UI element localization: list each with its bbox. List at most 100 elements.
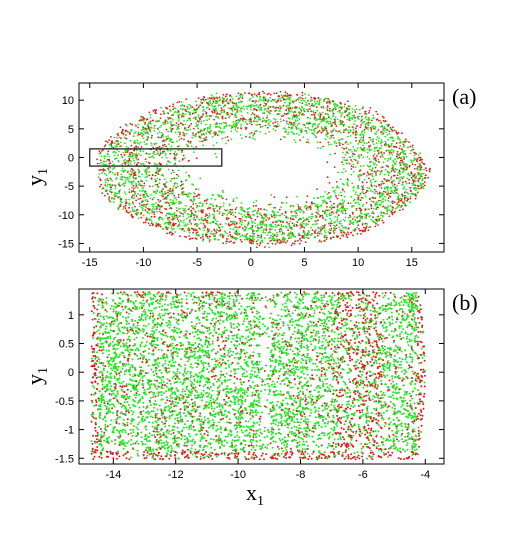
data-point xyxy=(359,173,362,176)
data-point xyxy=(325,213,328,216)
data-point xyxy=(368,187,371,190)
data-point xyxy=(152,119,155,122)
data-point xyxy=(330,359,333,361)
data-point xyxy=(343,190,346,193)
data-point xyxy=(189,221,192,224)
data-point xyxy=(250,227,253,230)
data-point xyxy=(108,196,111,199)
data-point xyxy=(137,134,139,137)
data-point xyxy=(274,129,277,132)
data-point xyxy=(129,152,131,154)
data-point xyxy=(243,210,246,213)
data-point xyxy=(421,158,423,161)
data-point xyxy=(346,109,348,111)
data-point xyxy=(370,148,373,151)
data-point xyxy=(128,159,131,162)
data-point xyxy=(332,230,335,232)
data-point xyxy=(348,126,351,129)
data-point xyxy=(193,109,196,112)
data-point xyxy=(396,157,399,160)
data-point xyxy=(186,195,189,198)
data-point xyxy=(167,122,169,124)
data-point xyxy=(145,152,148,155)
data-point xyxy=(272,122,274,125)
data-point xyxy=(404,204,407,207)
data-point xyxy=(216,115,218,118)
data-point xyxy=(368,146,370,149)
data-point xyxy=(264,99,267,102)
data-point xyxy=(169,152,172,155)
data-point xyxy=(109,170,112,173)
data-point xyxy=(129,174,132,177)
data-point xyxy=(316,206,319,208)
data-point xyxy=(351,118,354,120)
data-point xyxy=(142,401,145,404)
data-point xyxy=(353,228,356,231)
data-point xyxy=(357,143,359,145)
data-point xyxy=(90,393,93,396)
data-point xyxy=(332,134,334,137)
data-point xyxy=(120,156,123,158)
data-point xyxy=(170,172,173,175)
data-point xyxy=(196,215,198,218)
data-point xyxy=(225,99,228,102)
data-point xyxy=(400,206,402,209)
data-point xyxy=(176,111,179,114)
panel-a-points xyxy=(96,90,431,249)
data-point xyxy=(111,180,113,182)
data-point xyxy=(357,224,360,227)
data-point xyxy=(122,132,125,135)
data-point xyxy=(372,216,374,219)
data-point xyxy=(318,205,321,208)
data-point xyxy=(279,230,281,233)
data-point xyxy=(202,98,205,101)
data-point xyxy=(240,114,243,117)
data-point xyxy=(341,138,344,141)
data-point xyxy=(172,190,174,192)
data-point xyxy=(228,95,231,97)
data-point xyxy=(177,196,180,199)
data-point xyxy=(276,231,278,234)
data-point xyxy=(174,151,177,153)
data-point xyxy=(327,98,330,100)
data-point xyxy=(173,212,176,214)
data-point xyxy=(189,192,192,195)
data-point xyxy=(165,163,168,166)
data-point xyxy=(404,191,407,194)
data-point xyxy=(361,181,364,184)
data-point xyxy=(198,202,201,205)
data-point xyxy=(364,208,367,211)
data-point xyxy=(294,141,297,144)
data-point xyxy=(397,177,400,180)
data-point xyxy=(314,236,316,239)
data-point xyxy=(156,151,159,153)
data-point xyxy=(353,216,356,218)
data-point xyxy=(381,198,384,201)
data-point xyxy=(365,175,368,177)
data-point xyxy=(203,119,205,122)
data-point xyxy=(205,98,207,101)
data-point xyxy=(299,390,302,393)
data-point xyxy=(378,199,380,202)
data-point xyxy=(142,214,145,217)
data-point xyxy=(298,107,301,110)
data-point xyxy=(229,224,231,227)
data-point xyxy=(333,103,335,106)
data-point xyxy=(256,230,258,232)
data-point xyxy=(343,200,346,203)
data-point xyxy=(365,113,368,115)
data-point xyxy=(277,211,279,214)
data-point xyxy=(234,208,237,211)
data-point xyxy=(178,113,181,115)
data-point xyxy=(352,171,355,173)
data-point xyxy=(341,229,344,232)
data-point xyxy=(170,145,173,148)
data-point xyxy=(166,116,169,119)
data-point xyxy=(367,165,370,168)
data-point xyxy=(207,362,210,365)
data-point xyxy=(200,98,203,101)
data-point xyxy=(359,199,362,202)
data-point xyxy=(147,211,149,214)
data-point xyxy=(383,173,386,176)
data-point xyxy=(117,143,120,146)
